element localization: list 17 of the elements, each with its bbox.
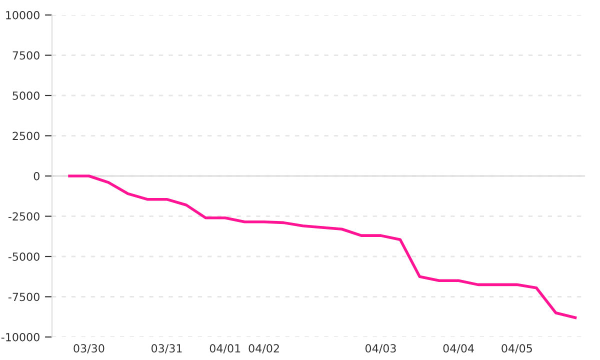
x-tick-label: 04/01 [210, 344, 240, 354]
line-series [68, 174, 577, 320]
x-tick-label: 03/31 [151, 344, 182, 354]
y-tick-label: 10000 [6, 10, 40, 20]
y-tick-label: -2500 [8, 212, 40, 221]
x-tick-label: 04/04 [443, 344, 474, 354]
x-tick-label: 03/30 [74, 344, 104, 354]
y-tick-label: 5000 [12, 91, 40, 100]
y-tick-label: -7500 [8, 292, 40, 302]
x-tick-label: 04/05 [502, 344, 532, 354]
x-tick-label: 04/03 [365, 344, 396, 354]
x-tick-label: 04/02 [248, 344, 279, 354]
y-tick-label: 2500 [12, 132, 40, 140]
y-tick-label: 0 [34, 172, 40, 180]
y-tick-label: -10000 [1, 332, 40, 342]
y-tick-label: 7500 [12, 51, 40, 60]
y-tick-label: -5000 [8, 252, 40, 261]
